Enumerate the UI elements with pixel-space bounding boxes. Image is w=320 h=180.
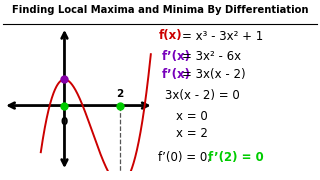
Text: f(x): f(x) <box>158 30 182 42</box>
Text: x = 0: x = 0 <box>176 110 208 123</box>
Text: Finding Local Maxima and Minima By Differentiation: Finding Local Maxima and Minima By Diffe… <box>12 5 308 15</box>
Text: f’(2) = 0: f’(2) = 0 <box>208 151 264 164</box>
Text: 0: 0 <box>60 117 68 127</box>
Text: = 3x² - 6x: = 3x² - 6x <box>182 50 242 63</box>
Text: = x³ - 3x² + 1: = x³ - 3x² + 1 <box>182 30 264 42</box>
Text: 2: 2 <box>116 89 124 99</box>
Text: f’(x): f’(x) <box>162 50 191 63</box>
Text: f’(x): f’(x) <box>162 68 191 81</box>
Text: f’(0) = 0,: f’(0) = 0, <box>158 151 215 164</box>
Text: x = 2: x = 2 <box>176 127 208 140</box>
Text: = 3x(x - 2): = 3x(x - 2) <box>182 68 246 81</box>
Text: 3x(x - 2) = 0: 3x(x - 2) = 0 <box>165 89 240 102</box>
